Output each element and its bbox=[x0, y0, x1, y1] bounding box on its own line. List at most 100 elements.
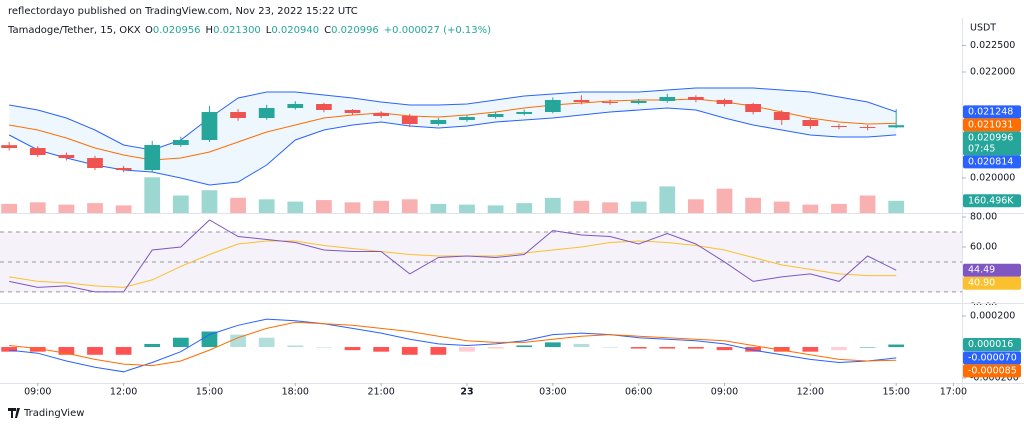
price-badge bbox=[963, 276, 1021, 290]
logo-icon bbox=[8, 408, 20, 418]
candle-body bbox=[516, 112, 533, 114]
histogram-bar bbox=[316, 347, 332, 348]
volume-bar bbox=[831, 203, 847, 213]
price-badge bbox=[963, 155, 1021, 169]
candle-body bbox=[29, 148, 46, 156]
y-tick-label: -0.000200 bbox=[970, 373, 1019, 384]
histogram-bar bbox=[516, 345, 533, 348]
histogram-bar bbox=[630, 347, 647, 349]
rsi-line bbox=[9, 240, 897, 288]
x-tick-label: 23 bbox=[460, 387, 473, 398]
volume-bar bbox=[688, 199, 704, 213]
histogram-bar bbox=[659, 347, 676, 349]
price-badge bbox=[963, 263, 1021, 277]
candle-body bbox=[287, 104, 304, 108]
candle-body bbox=[58, 155, 75, 159]
price-badge bbox=[963, 338, 1021, 352]
histogram-bar bbox=[1, 347, 18, 352]
volume-bar bbox=[573, 200, 590, 213]
histogram-bar bbox=[773, 347, 790, 352]
price-badge bbox=[963, 364, 1021, 378]
y-tick-label: 60.00 bbox=[970, 241, 997, 252]
price-badge bbox=[963, 194, 1021, 208]
publisher: reflectordayo published on TradingView.c… bbox=[8, 6, 358, 17]
countdown: 07:45 bbox=[968, 143, 995, 154]
volume-bar bbox=[115, 205, 132, 213]
candle-body bbox=[745, 104, 761, 113]
histogram-bar bbox=[401, 347, 418, 355]
histogram-bar bbox=[831, 347, 847, 351]
histogram-bar bbox=[373, 347, 390, 352]
price-badge bbox=[963, 105, 1021, 119]
candle-body bbox=[630, 100, 647, 104]
volume-bar bbox=[716, 188, 733, 213]
legend-key: O bbox=[145, 25, 153, 36]
price-badge-text: 40.90 bbox=[968, 278, 995, 289]
legend-value: 0.021300 bbox=[213, 25, 261, 36]
candle-body bbox=[115, 167, 132, 171]
price-badge-text: 0.020996 bbox=[968, 132, 1013, 143]
candle-body bbox=[487, 113, 504, 117]
candle-body bbox=[87, 158, 103, 168]
x-tick-label: 18:00 bbox=[282, 387, 309, 398]
volume-bar bbox=[1, 203, 18, 213]
candle-body bbox=[344, 109, 361, 114]
legend-value: 0.020996 bbox=[331, 25, 379, 36]
candle-body bbox=[802, 120, 819, 127]
volume-bar bbox=[201, 190, 218, 213]
volume-bar bbox=[230, 197, 246, 213]
candle-body bbox=[831, 126, 847, 128]
unit-label: USDT bbox=[970, 23, 996, 34]
histogram-bar bbox=[58, 347, 75, 355]
price-badge-text: 0.021031 bbox=[968, 119, 1013, 130]
volume-bar bbox=[87, 203, 103, 213]
symbol: Tamadoge/Tether, 15, OKX bbox=[7, 25, 141, 36]
volume-bar bbox=[144, 177, 161, 213]
volume-bar bbox=[487, 205, 504, 213]
histogram-bar bbox=[29, 347, 46, 352]
histogram-bar bbox=[115, 347, 132, 355]
x-tick-label: 15:00 bbox=[196, 387, 223, 398]
histogram-bar bbox=[430, 347, 447, 355]
x-tick-label: 12:00 bbox=[110, 387, 137, 398]
candle-body bbox=[1, 145, 18, 149]
y-tick-label: 0.022500 bbox=[970, 40, 1015, 51]
x-tick-label: 09:00 bbox=[24, 387, 51, 398]
price-badge-text: 0.020814 bbox=[968, 156, 1013, 167]
x-tick-label: 12:00 bbox=[797, 387, 824, 398]
indicator-line bbox=[8, 107, 897, 186]
volume-bar bbox=[287, 201, 304, 213]
volume-bar bbox=[258, 199, 275, 213]
volume-bar bbox=[859, 195, 876, 213]
legend-key: H bbox=[206, 25, 214, 36]
y-tick-label: 80.00 bbox=[970, 211, 997, 222]
histogram-bar bbox=[172, 337, 189, 348]
histogram-bar bbox=[802, 347, 819, 352]
histogram-bar bbox=[688, 347, 704, 349]
candle-body bbox=[716, 99, 733, 105]
histogram-bar bbox=[287, 345, 304, 348]
histogram-bar bbox=[230, 334, 246, 348]
volume-bar bbox=[58, 204, 75, 213]
logo-text: TradingView bbox=[23, 408, 84, 419]
candle-body bbox=[201, 112, 218, 141]
volume-bar bbox=[401, 199, 418, 213]
price-badge-text: 160.496K bbox=[968, 195, 1014, 206]
volume-bar bbox=[602, 202, 618, 213]
legend-change: +0.000027 (+0.13%) bbox=[384, 25, 491, 36]
volume-bar bbox=[659, 186, 676, 213]
legend-key: C bbox=[324, 25, 331, 36]
histogram-bar bbox=[344, 347, 361, 351]
candle-body bbox=[888, 125, 905, 128]
histogram-bar bbox=[573, 343, 590, 348]
histogram-bar bbox=[487, 347, 504, 349]
pane-background bbox=[0, 305, 1024, 383]
volume-bar bbox=[344, 202, 361, 213]
candle-body bbox=[144, 144, 161, 171]
histogram-bar bbox=[87, 347, 103, 355]
candle-body bbox=[659, 97, 676, 101]
legend: Tamadoge/Tether, 15, OKX O0.020956 H0.0213… bbox=[7, 25, 491, 36]
volume-bar bbox=[172, 195, 189, 213]
candle-body bbox=[573, 99, 590, 102]
